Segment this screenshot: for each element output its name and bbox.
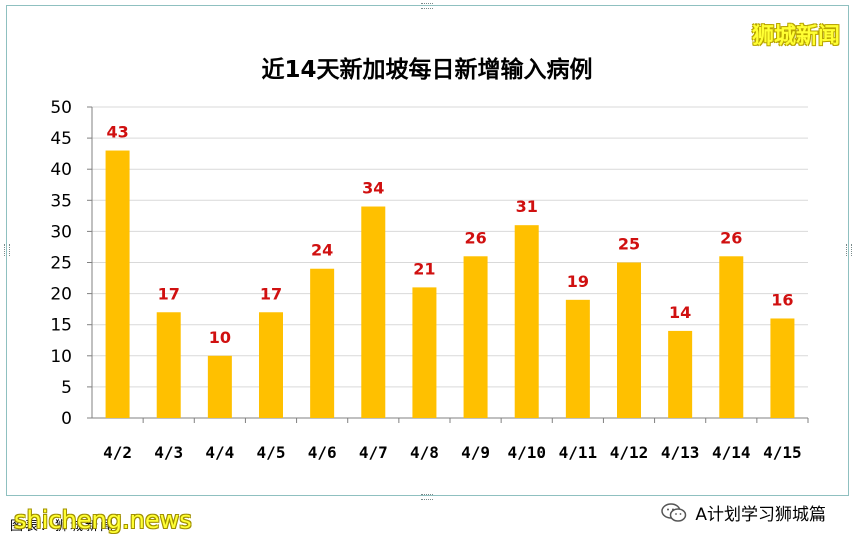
x-tick-label: 4/14 — [712, 443, 751, 462]
x-tick-label: 4/8 — [410, 443, 439, 462]
data-label: 31 — [516, 197, 538, 216]
resize-handle-right[interactable] — [846, 244, 852, 256]
y-tick-label: 25 — [50, 254, 72, 274]
data-label: 16 — [771, 290, 793, 309]
y-tick-label: 5 — [61, 378, 72, 398]
y-tick-label: 40 — [50, 160, 72, 180]
x-tick-label: 4/7 — [359, 443, 388, 462]
resize-handle-bottom[interactable] — [421, 494, 433, 500]
chart-title: 近14天新加坡每日新增输入病例 — [261, 57, 593, 83]
x-tick-label: 4/2 — [103, 443, 132, 462]
x-tick-label: 4/9 — [461, 443, 490, 462]
y-tick-label: 30 — [50, 222, 72, 242]
x-tick-label: 4/13 — [661, 443, 700, 462]
site-watermark: shicheng.news — [14, 506, 192, 534]
data-label: 17 — [260, 284, 282, 303]
data-label: 10 — [209, 328, 231, 347]
bar — [259, 312, 283, 418]
bar — [463, 256, 488, 418]
data-label: 43 — [106, 123, 128, 142]
account-credit: A计划学习狮城篇 — [661, 500, 826, 525]
bar — [207, 355, 232, 418]
x-tick-label: 4/6 — [308, 443, 337, 462]
bar — [105, 150, 130, 419]
wechat-icon — [661, 502, 687, 522]
data-label: 26 — [464, 228, 486, 247]
bar — [668, 330, 693, 418]
x-tick-label: 4/3 — [154, 443, 183, 462]
x-tick-label: 4/10 — [507, 443, 546, 462]
bar — [310, 268, 335, 418]
data-label: 19 — [567, 272, 589, 291]
y-tick-label: 0 — [61, 409, 72, 429]
data-label: 21 — [413, 259, 435, 278]
x-tick-label: 4/12 — [610, 443, 649, 462]
y-tick-label: 35 — [50, 191, 72, 211]
bar — [719, 256, 744, 418]
bar — [770, 318, 795, 418]
data-label: 25 — [618, 235, 640, 254]
bar-chart: 0 5 10 15 20 25 30 35 40 45 50 43 4/2 17 4/3 10 4/4 17 4/5… — [50, 98, 809, 462]
x-tick-label: 4/4 — [205, 443, 234, 462]
y-tick-label: 10 — [50, 347, 72, 367]
account-name: A计划学习狮城篇 — [695, 505, 826, 525]
resize-handle-left[interactable] — [4, 244, 10, 256]
y-tick-label: 50 — [50, 98, 72, 118]
data-label: 17 — [158, 284, 180, 303]
chart-source-note: 图表：狮城新闻 — [10, 519, 116, 534]
x-tick-label: 4/15 — [763, 443, 802, 462]
bar — [565, 299, 590, 418]
y-tick-label: 20 — [50, 285, 72, 305]
resize-handle-top[interactable] — [421, 3, 433, 9]
bar — [514, 225, 539, 418]
y-tick-label: 45 — [50, 129, 72, 149]
bar — [156, 312, 181, 418]
data-label: 34 — [362, 179, 384, 198]
data-label: 14 — [669, 303, 691, 322]
data-label: 26 — [720, 228, 742, 247]
bar — [412, 287, 437, 418]
data-label: 24 — [311, 241, 333, 260]
bar — [361, 206, 386, 418]
x-tick-label: 4/5 — [257, 443, 286, 462]
watermark-logo-text: 狮城新闻 — [751, 24, 840, 49]
x-tick-label: 4/11 — [559, 443, 598, 462]
y-tick-label: 15 — [50, 316, 72, 336]
bar — [617, 262, 641, 418]
